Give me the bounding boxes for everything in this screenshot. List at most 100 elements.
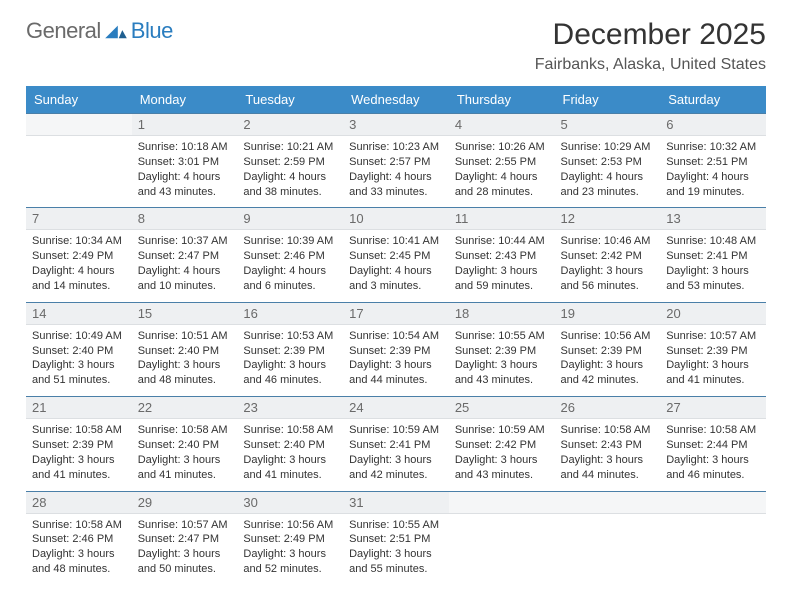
day-number: 6 [660, 113, 766, 136]
calendar-cell: 14Sunrise: 10:49 AMSunset: 2:40 PMDaylig… [26, 302, 132, 396]
day-header: Thursday [449, 86, 555, 113]
calendar-cell: 27Sunrise: 10:58 AMSunset: 2:44 PMDaylig… [660, 396, 766, 490]
day-body: Sunrise: 10:51 AMSunset: 2:40 PMDaylight… [132, 325, 238, 396]
day-number: 12 [555, 207, 661, 230]
day-number: 19 [555, 302, 661, 325]
day-number: 1 [132, 113, 238, 136]
day-number: 8 [132, 207, 238, 230]
logo-mark-icon [105, 22, 127, 40]
day-header: Saturday [660, 86, 766, 113]
day-body: Sunrise: 10:26 AMSunset: 2:55 PMDaylight… [449, 136, 555, 207]
logo-text-general: General [26, 18, 101, 44]
calendar-cell: 28Sunrise: 10:58 AMSunset: 2:46 PMDaylig… [26, 491, 132, 585]
calendar-cell: 25Sunrise: 10:59 AMSunset: 2:42 PMDaylig… [449, 396, 555, 490]
day-body: Sunrise: 10:55 AMSunset: 2:51 PMDaylight… [343, 514, 449, 585]
calendar-table: SundayMondayTuesdayWednesdayThursdayFrid… [26, 86, 766, 585]
day-header: Tuesday [237, 86, 343, 113]
calendar-cell [26, 113, 132, 207]
calendar-cell: 4Sunrise: 10:26 AMSunset: 2:55 PMDayligh… [449, 113, 555, 207]
day-number: 13 [660, 207, 766, 230]
day-body: Sunrise: 10:21 AMSunset: 2:59 PMDaylight… [237, 136, 343, 207]
day-body: Sunrise: 10:46 AMSunset: 2:42 PMDaylight… [555, 230, 661, 301]
day-number [660, 491, 766, 514]
calendar-cell: 21Sunrise: 10:58 AMSunset: 2:39 PMDaylig… [26, 396, 132, 490]
day-body: Sunrise: 10:58 AMSunset: 2:39 PMDaylight… [26, 419, 132, 490]
day-number [449, 491, 555, 514]
calendar-cell: 31Sunrise: 10:55 AMSunset: 2:51 PMDaylig… [343, 491, 449, 585]
day-number: 14 [26, 302, 132, 325]
day-body: Sunrise: 10:44 AMSunset: 2:43 PMDaylight… [449, 230, 555, 301]
day-number: 9 [237, 207, 343, 230]
day-body: Sunrise: 10:29 AMSunset: 2:53 PMDaylight… [555, 136, 661, 207]
logo: General Blue [26, 18, 173, 44]
calendar-cell: 12Sunrise: 10:46 AMSunset: 2:42 PMDaylig… [555, 207, 661, 301]
day-body: Sunrise: 10:49 AMSunset: 2:40 PMDaylight… [26, 325, 132, 396]
day-body: Sunrise: 10:37 AMSunset: 2:47 PMDaylight… [132, 230, 238, 301]
day-body: Sunrise: 10:23 AMSunset: 2:57 PMDaylight… [343, 136, 449, 207]
day-number: 18 [449, 302, 555, 325]
day-body: Sunrise: 10:58 AMSunset: 2:46 PMDaylight… [26, 514, 132, 585]
day-body: Sunrise: 10:58 AMSunset: 2:43 PMDaylight… [555, 419, 661, 490]
day-number: 24 [343, 396, 449, 419]
day-number: 16 [237, 302, 343, 325]
day-body: Sunrise: 10:48 AMSunset: 2:41 PMDaylight… [660, 230, 766, 301]
day-number: 11 [449, 207, 555, 230]
day-body: Sunrise: 10:56 AMSunset: 2:49 PMDaylight… [237, 514, 343, 585]
day-body: Sunrise: 10:54 AMSunset: 2:39 PMDaylight… [343, 325, 449, 396]
day-body: Sunrise: 10:53 AMSunset: 2:39 PMDaylight… [237, 325, 343, 396]
day-header: Wednesday [343, 86, 449, 113]
day-number: 21 [26, 396, 132, 419]
day-number: 27 [660, 396, 766, 419]
day-body: Sunrise: 10:39 AMSunset: 2:46 PMDaylight… [237, 230, 343, 301]
calendar-cell: 15Sunrise: 10:51 AMSunset: 2:40 PMDaylig… [132, 302, 238, 396]
day-number: 7 [26, 207, 132, 230]
calendar-cell: 24Sunrise: 10:59 AMSunset: 2:41 PMDaylig… [343, 396, 449, 490]
calendar-cell: 11Sunrise: 10:44 AMSunset: 2:43 PMDaylig… [449, 207, 555, 301]
day-body: Sunrise: 10:55 AMSunset: 2:39 PMDaylight… [449, 325, 555, 396]
day-body: Sunrise: 10:57 AMSunset: 2:47 PMDaylight… [132, 514, 238, 585]
day-number: 25 [449, 396, 555, 419]
day-header: Monday [132, 86, 238, 113]
calendar-cell: 18Sunrise: 10:55 AMSunset: 2:39 PMDaylig… [449, 302, 555, 396]
day-number: 10 [343, 207, 449, 230]
calendar-body: 1Sunrise: 10:18 AMSunset: 3:01 PMDayligh… [26, 113, 766, 585]
day-header: Sunday [26, 86, 132, 113]
day-number: 5 [555, 113, 661, 136]
day-body: Sunrise: 10:57 AMSunset: 2:39 PMDaylight… [660, 325, 766, 396]
calendar-cell: 22Sunrise: 10:58 AMSunset: 2:40 PMDaylig… [132, 396, 238, 490]
day-body: Sunrise: 10:32 AMSunset: 2:51 PMDaylight… [660, 136, 766, 207]
calendar-cell: 26Sunrise: 10:58 AMSunset: 2:43 PMDaylig… [555, 396, 661, 490]
calendar-cell: 1Sunrise: 10:18 AMSunset: 3:01 PMDayligh… [132, 113, 238, 207]
day-header: Friday [555, 86, 661, 113]
title-block: December 2025 Fairbanks, Alaska, United … [535, 18, 766, 74]
day-body: Sunrise: 10:56 AMSunset: 2:39 PMDaylight… [555, 325, 661, 396]
calendar-cell: 6Sunrise: 10:32 AMSunset: 2:51 PMDayligh… [660, 113, 766, 207]
calendar-cell: 9Sunrise: 10:39 AMSunset: 2:46 PMDayligh… [237, 207, 343, 301]
day-number: 30 [237, 491, 343, 514]
day-number: 28 [26, 491, 132, 514]
calendar-cell: 29Sunrise: 10:57 AMSunset: 2:47 PMDaylig… [132, 491, 238, 585]
day-number: 26 [555, 396, 661, 419]
calendar-cell: 23Sunrise: 10:58 AMSunset: 2:40 PMDaylig… [237, 396, 343, 490]
day-body: Sunrise: 10:59 AMSunset: 2:42 PMDaylight… [449, 419, 555, 490]
calendar-cell: 19Sunrise: 10:56 AMSunset: 2:39 PMDaylig… [555, 302, 661, 396]
calendar-cell: 30Sunrise: 10:56 AMSunset: 2:49 PMDaylig… [237, 491, 343, 585]
calendar-cell [660, 491, 766, 585]
day-number [555, 491, 661, 514]
day-body: Sunrise: 10:58 AMSunset: 2:44 PMDaylight… [660, 419, 766, 490]
day-body: Sunrise: 10:59 AMSunset: 2:41 PMDaylight… [343, 419, 449, 490]
calendar-cell: 13Sunrise: 10:48 AMSunset: 2:41 PMDaylig… [660, 207, 766, 301]
calendar-cell: 3Sunrise: 10:23 AMSunset: 2:57 PMDayligh… [343, 113, 449, 207]
day-number: 4 [449, 113, 555, 136]
calendar-cell: 2Sunrise: 10:21 AMSunset: 2:59 PMDayligh… [237, 113, 343, 207]
day-body: Sunrise: 10:58 AMSunset: 2:40 PMDaylight… [132, 419, 238, 490]
calendar-cell [555, 491, 661, 585]
header: General Blue December 2025 Fairbanks, Al… [26, 18, 766, 74]
calendar-cell: 20Sunrise: 10:57 AMSunset: 2:39 PMDaylig… [660, 302, 766, 396]
day-number: 3 [343, 113, 449, 136]
day-number: 17 [343, 302, 449, 325]
day-number [26, 113, 132, 136]
calendar-cell: 17Sunrise: 10:54 AMSunset: 2:39 PMDaylig… [343, 302, 449, 396]
day-body: Sunrise: 10:18 AMSunset: 3:01 PMDaylight… [132, 136, 238, 207]
calendar-cell: 16Sunrise: 10:53 AMSunset: 2:39 PMDaylig… [237, 302, 343, 396]
